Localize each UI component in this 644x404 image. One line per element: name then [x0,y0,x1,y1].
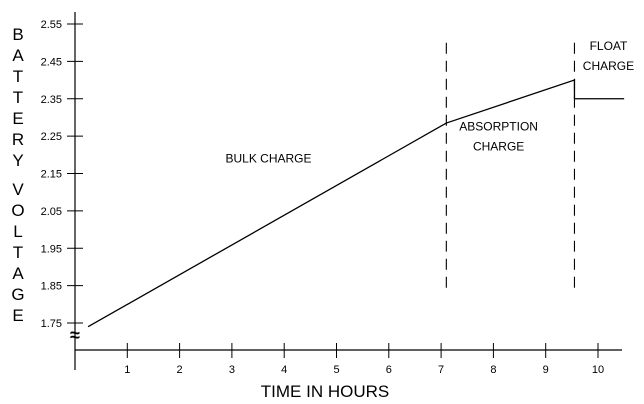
y-axis-title-letter: O [11,201,24,220]
axis-break-symbol: ≈ [70,325,80,345]
ticks: 2.55 2.45 2.35 2.25 2.15 2.05 1.95 1.85 1.75 1 2 3 4… [41,19,605,376]
y-tick-label: 1.85 [41,281,62,293]
y-axis-title-letter: B [12,25,23,44]
x-tick-label: 9 [543,364,549,376]
axes: ≈ [70,12,622,370]
phase-dividers [445,42,576,290]
x-axis-title: TIME IN HOURS [261,382,389,401]
phase-annotation-line: CHARGE [583,59,634,73]
y-axis-title-letter: T [13,88,23,107]
y-axis-title-letter: R [12,130,24,149]
y-tick-label: 1.95 [41,243,62,255]
x-tick-label: 6 [386,364,392,376]
series [87,79,625,328]
y-axis-title-letter: A [12,264,24,283]
y-axis-title-letter: A [12,46,24,65]
y-tick-label: 2.15 [41,169,62,181]
phase-annotation: ABSORPTION CHARGE [459,120,538,154]
y-axis-title-letter: L [13,222,22,241]
phase-annotation-line: CHARGE [473,140,524,154]
annotations: BULK CHARGE ABSORPTION CHARGE FLOAT CHARGE [225,39,634,165]
voltage-series-line [87,79,625,328]
y-tick-label: 2.25 [41,131,62,143]
y-axis-title-letter: E [12,109,23,128]
y-tick-label: 2.35 [41,94,62,106]
phase-annotation-line: ABSORPTION [459,120,538,134]
phase-annotation: BULK CHARGE [225,151,311,165]
y-tick-label: 1.75 [41,318,62,330]
x-tick-label: 7 [438,364,444,376]
y-tick-label: 2.05 [41,206,62,218]
phase-annotation: FLOAT CHARGE [583,39,634,73]
y-axis-title-letter: E [12,306,23,325]
y-axis-title-letter: T [13,243,23,262]
y-tick-label: 2.55 [41,19,62,31]
x-tick-label: 8 [490,364,496,376]
phase-annotation-line: BULK CHARGE [225,151,311,165]
y-axis-title-letter: G [11,285,24,304]
y-axis-title-letter: T [13,67,23,86]
x-tick-label: 4 [281,364,287,376]
x-tick-label: 1 [124,364,130,376]
x-tick-label: 3 [229,364,235,376]
x-tick-label: 2 [177,364,183,376]
x-tick-label: 5 [333,364,339,376]
y-axis-title-letter: Y [12,151,23,170]
y-axis-title-letter: V [12,180,24,199]
x-tick-label: 10 [592,364,604,376]
y-tick-label: 2.45 [41,56,62,68]
phase-annotation-line: FLOAT [590,39,628,53]
